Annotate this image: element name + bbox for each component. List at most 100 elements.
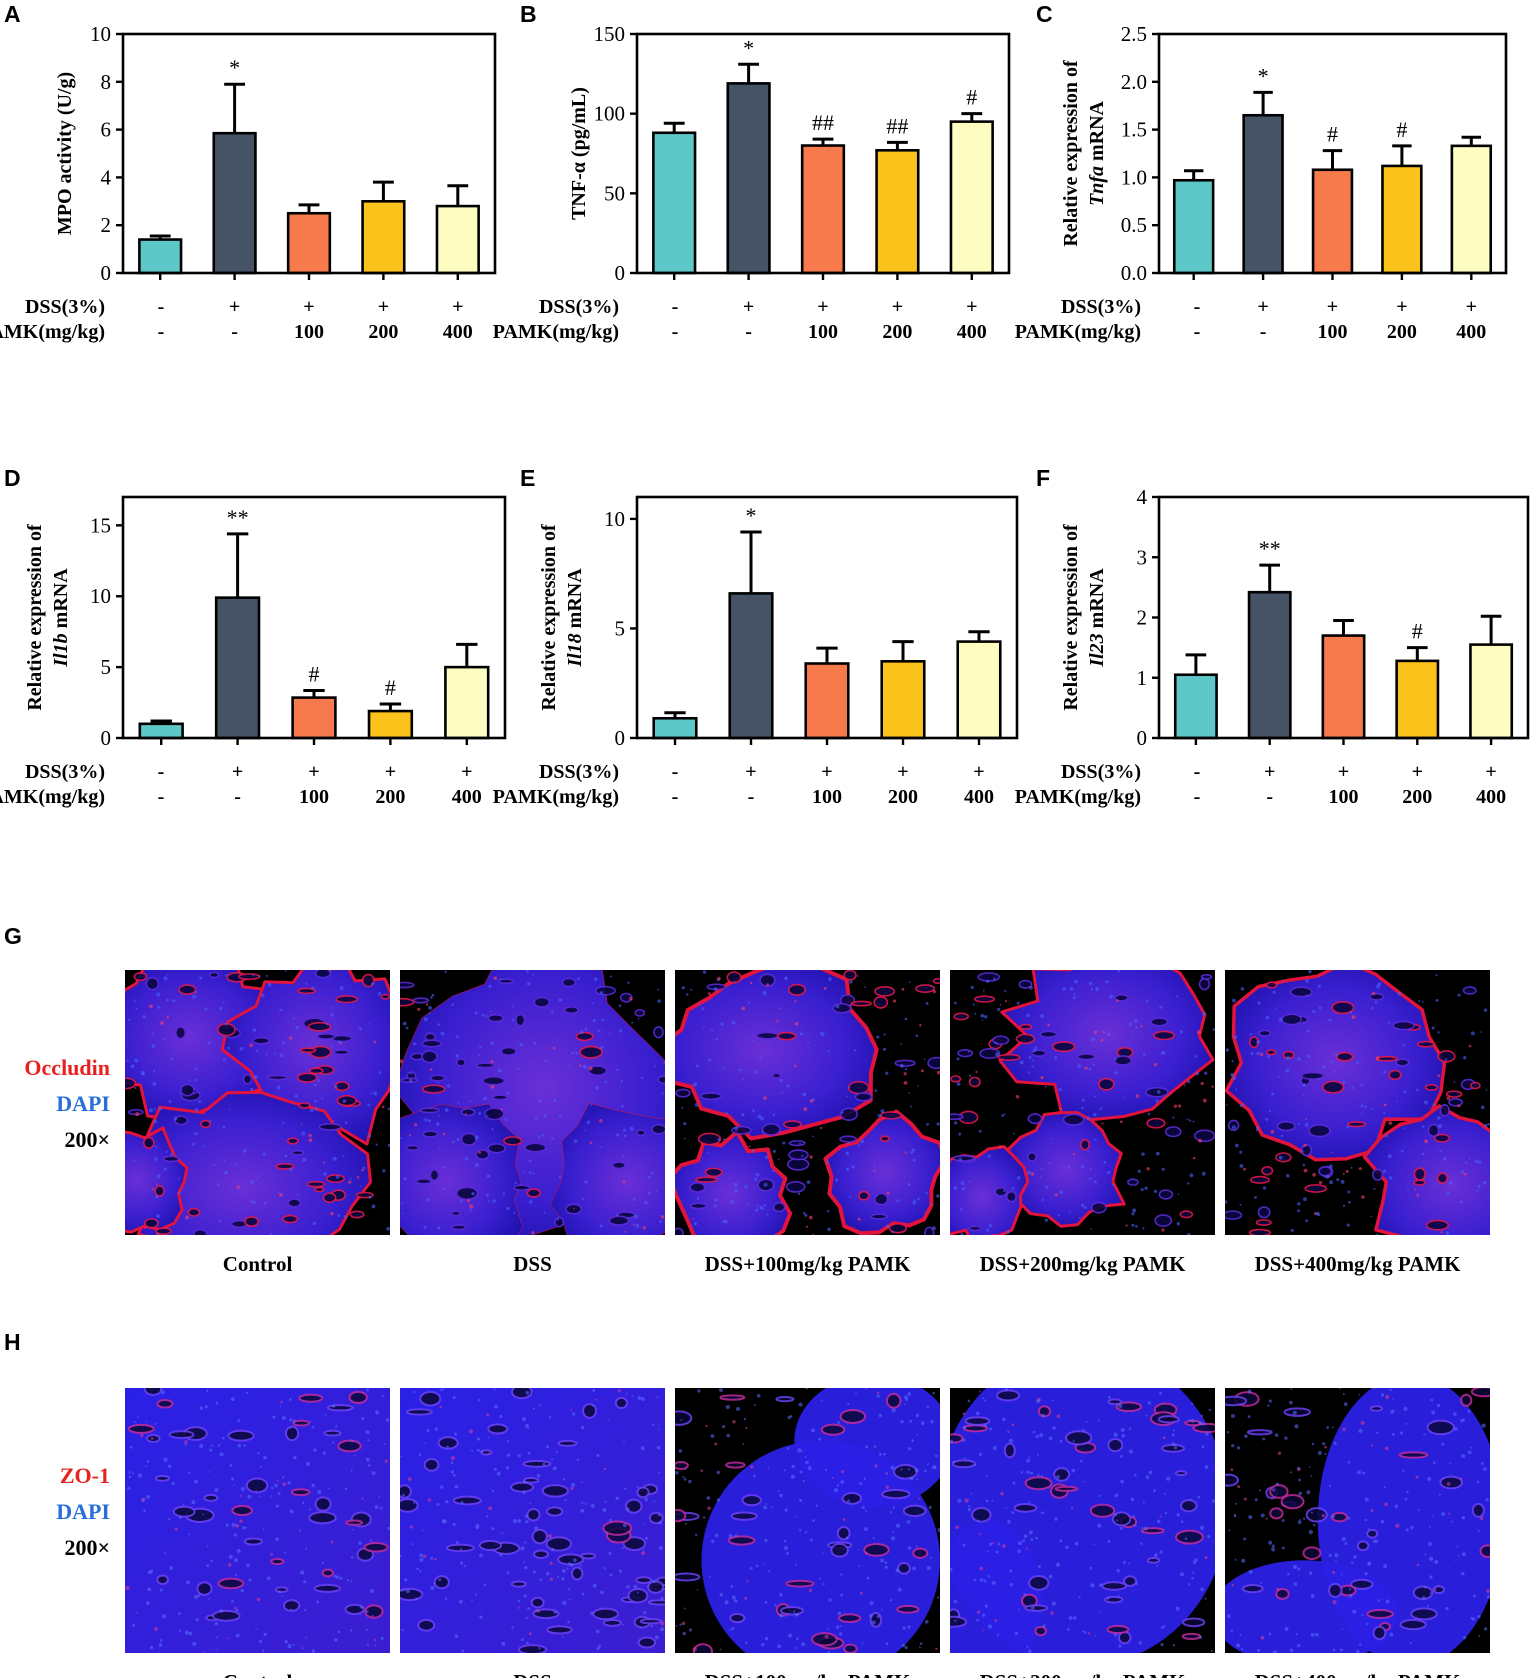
nucleus-speckle [919, 1646, 921, 1649]
nucleus-speckle [259, 1639, 263, 1644]
nucleus-speckle [982, 1629, 985, 1631]
nucleus-speckle [405, 1588, 410, 1594]
crypt [1425, 1219, 1450, 1231]
nucleus-speckle [1230, 1468, 1234, 1472]
nucleus-speckle [128, 1471, 131, 1474]
nucleus-speckle [1173, 1446, 1178, 1450]
nucleus-speckle [1405, 1528, 1409, 1532]
y-tick-label: 0 [615, 261, 626, 285]
crypt [415, 1178, 432, 1185]
nucleus-speckle [1135, 1026, 1138, 1029]
nucleus-speckle [1272, 990, 1276, 994]
nucleus-speckle [517, 1519, 522, 1523]
nucleus-speckle [863, 1527, 868, 1532]
nucleus-speckle [924, 1619, 929, 1624]
nucleus-speckle [1333, 1070, 1336, 1073]
dss-mark: + [973, 761, 984, 783]
y-tick-label: 1.5 [1121, 118, 1147, 142]
nucleus-speckle [764, 1155, 769, 1159]
nucleus-speckle [719, 1648, 722, 1651]
nucleus-speckle [579, 1564, 582, 1567]
nucleus-speckle [1461, 1454, 1466, 1459]
nucleus-speckle [337, 1630, 341, 1634]
nucleus-speckle [1328, 1484, 1332, 1487]
nucleus-speckle [237, 1443, 242, 1448]
nucleus-speckle [728, 1628, 731, 1631]
crypt [421, 1050, 438, 1064]
nucleus-speckle [236, 1548, 241, 1553]
crypt [697, 1132, 722, 1146]
nucleus-speckle [936, 1122, 940, 1126]
nucleus-speckle [784, 1508, 788, 1512]
nucleus-speckle [525, 1520, 529, 1524]
nucleus-speckle [1364, 1518, 1368, 1522]
nucleus-speckle [439, 1405, 443, 1409]
nucleus-speckle [255, 1049, 259, 1052]
nucleus-speckle [1281, 1519, 1285, 1522]
nucleus-speckle [433, 1582, 436, 1585]
nucleus-speckle [437, 1023, 441, 1027]
nucleus-speckle [1041, 1198, 1045, 1202]
nucleus-speckle [362, 1166, 366, 1170]
nucleus-speckle [845, 1151, 849, 1156]
nucleus-speckle [1132, 1208, 1137, 1213]
crypt [405, 1408, 433, 1416]
nucleus-speckle [1120, 1479, 1124, 1484]
crypt [1356, 1540, 1370, 1552]
nucleus-speckle [1286, 1174, 1290, 1178]
nucleus-speckle [282, 1476, 285, 1479]
dss-mark: - [158, 761, 165, 783]
nucleus-speckle [1349, 1011, 1353, 1014]
nucleus-speckle [305, 1636, 308, 1639]
nucleus-speckle [643, 1200, 648, 1205]
nucleus-speckle [350, 1439, 354, 1443]
nucleus-speckle [1161, 1625, 1165, 1629]
nucleus-speckle [1094, 1138, 1097, 1141]
nucleus-speckle [387, 1526, 390, 1531]
nucleus-speckle [962, 1425, 967, 1430]
crypt [492, 1094, 509, 1101]
nucleus-speckle [368, 1196, 372, 1199]
crypt [704, 1167, 723, 1178]
pamk-mark: 200 [888, 786, 918, 808]
nucleus-speckle [225, 973, 228, 977]
crypt [429, 1074, 446, 1082]
nucleus-speckle [452, 1140, 455, 1144]
nucleus-speckle [571, 1051, 574, 1055]
crypt [839, 1107, 859, 1122]
nucleus-speckle [294, 1094, 298, 1098]
crypt [1153, 1030, 1176, 1041]
nucleus-speckle [316, 1078, 320, 1082]
nucleus-speckle [1092, 1543, 1095, 1546]
nucleus-speckle [916, 1433, 919, 1436]
nucleus-speckle [1234, 1515, 1237, 1518]
nucleus-speckle [287, 1481, 291, 1485]
y-axis-label: TNF-α (pg/mL) [568, 87, 590, 220]
pamk-mark: - [1194, 321, 1201, 343]
nucleus-speckle [570, 1486, 574, 1490]
nucleus-speckle [1117, 1595, 1120, 1597]
nucleus-speckle [236, 1185, 240, 1189]
nucleus-speckle [642, 1226, 646, 1230]
crypt [142, 1136, 155, 1149]
nucleus-speckle [1190, 1418, 1195, 1423]
nucleus-speckle [504, 1118, 508, 1121]
nucleus-speckle [953, 1186, 958, 1190]
nucleus-speckle [1054, 1193, 1058, 1197]
nucleus-speckle [1153, 1189, 1158, 1194]
nucleus-speckle [1037, 1453, 1040, 1456]
nucleus-speckle [1478, 1160, 1482, 1164]
nucleus-speckle [154, 1145, 157, 1148]
nucleus-speckle [523, 1561, 526, 1563]
y-axis-label: MPO activity (U/g) [54, 72, 76, 235]
nucleus-speckle [233, 1483, 236, 1486]
nucleus-speckle [1303, 1168, 1308, 1173]
nucleus-speckle [794, 1563, 798, 1566]
nucleus-speckle [1358, 1428, 1363, 1434]
nucleus-speckle [455, 1541, 459, 1545]
nucleus-speckle [451, 1003, 454, 1007]
nucleus-speckle [779, 1493, 783, 1498]
nucleus-speckle [1310, 1511, 1313, 1514]
nucleus-speckle [848, 1086, 851, 1089]
